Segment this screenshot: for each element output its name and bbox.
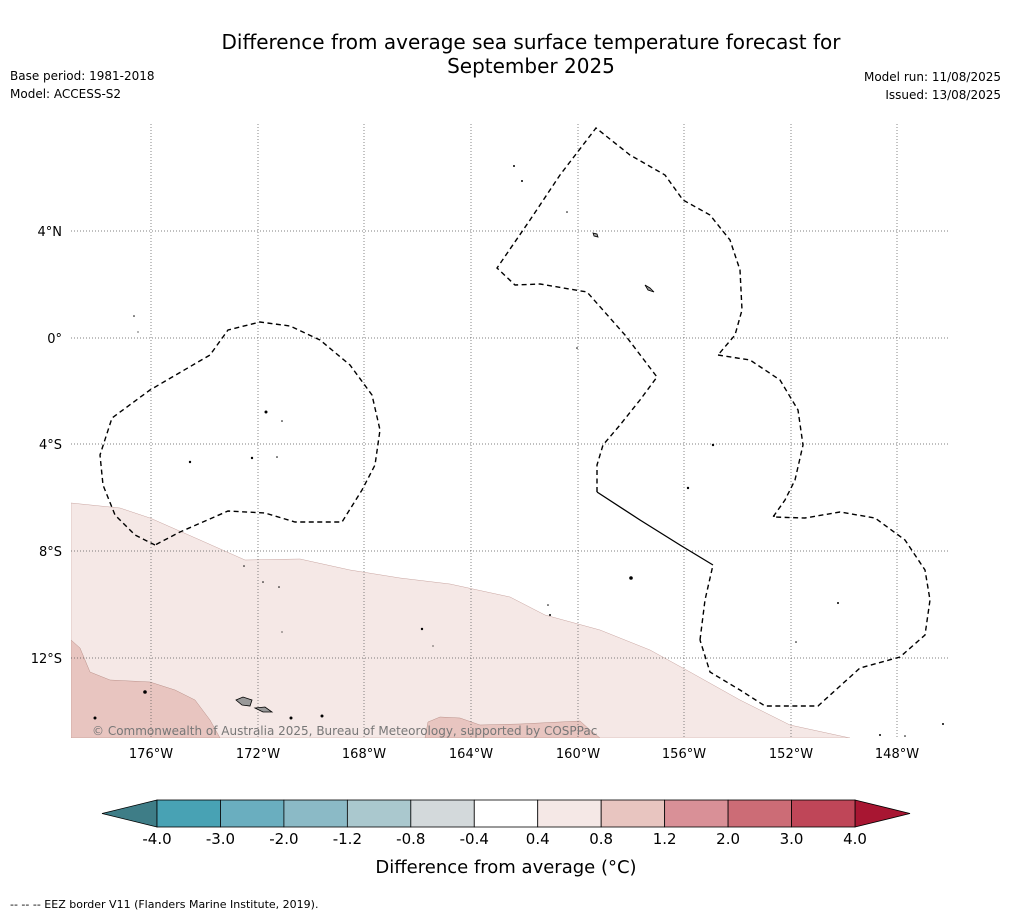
colorbar-over-arrow xyxy=(854,799,911,828)
longitude-labels: 176°W 172°W 168°W 164°W 160°W 156°W 152°… xyxy=(129,747,919,762)
eez-border-south xyxy=(699,564,714,641)
title-line-1: Difference from average sea surface temp… xyxy=(221,30,841,54)
colorbar-tick-label: 1.2 xyxy=(653,830,677,848)
colorbar-segment xyxy=(410,799,475,828)
lon-tick-label: 156°W xyxy=(662,747,706,762)
lon-tick-label: 152°W xyxy=(769,747,813,762)
lon-tick-label: 160°W xyxy=(556,747,600,762)
lat-tick-label: 0° xyxy=(47,332,62,347)
eez-borders xyxy=(99,127,931,707)
colorbar-tick-label: 4.0 xyxy=(843,830,867,848)
colorbar-tick-label: -3.0 xyxy=(206,830,235,848)
latitude-labels: 4°N 0° 4°S 8°S 12°S xyxy=(31,225,62,667)
lon-tick-label: 172°W xyxy=(236,747,280,762)
island xyxy=(235,696,253,707)
island xyxy=(253,706,274,713)
islands xyxy=(235,232,655,713)
colorbar-tick-label: 0.4 xyxy=(526,830,550,848)
colorbar-segment xyxy=(600,799,666,828)
lon-tick-label: 176°W xyxy=(129,747,173,762)
colorbar-legend: -4.0 -3.0 -2.0 -1.2 -0.8 -0.4 0.4 0.8 1.… xyxy=(101,799,911,878)
model-run: Model run: 11/08/2025 xyxy=(863,70,1001,84)
colorbar-segment xyxy=(537,799,602,828)
islets xyxy=(93,165,944,737)
title-line-2: September 2025 xyxy=(447,54,615,78)
colorbar-tick-label: -4.0 xyxy=(142,830,171,848)
issued-date: Issued: 13/08/2025 xyxy=(885,88,1001,102)
island xyxy=(592,232,599,238)
colorbar-segment xyxy=(664,799,729,828)
eez-border-solid-segment xyxy=(596,491,714,566)
island xyxy=(644,284,655,293)
eez-footnote: -- -- -- EEZ border V11 (Flanders Marine… xyxy=(10,898,319,911)
lat-tick-label: 4°N xyxy=(38,225,63,240)
base-period: Base period: 1981-2018 xyxy=(10,69,155,83)
colorbar-tick-label: 3.0 xyxy=(780,830,804,848)
colorbar-tick-label: 0.8 xyxy=(589,830,613,848)
meta-right: Model run: 11/08/2025 Issued: 13/08/2025 xyxy=(864,68,1001,104)
colorbar-tick-label: 2.0 xyxy=(716,830,740,848)
anomaly-region-light xyxy=(71,502,851,738)
colorbar-title: Difference from average (°C) xyxy=(375,857,636,878)
lat-tick-label: 8°S xyxy=(39,545,62,560)
lon-tick-label: 148°W xyxy=(875,747,919,762)
colorbar-segment xyxy=(791,799,856,828)
eez-border-north xyxy=(496,127,743,492)
colorbar-segment xyxy=(473,799,539,828)
map-title: Difference from average sea surface temp… xyxy=(0,30,1011,78)
colorbar-segment xyxy=(156,799,221,828)
colorbar-tick-labels: -4.0 -3.0 -2.0 -1.2 -0.8 -0.4 0.4 0.8 1.… xyxy=(142,830,867,848)
eez-border-east xyxy=(699,354,931,707)
anomaly-region-medium xyxy=(424,716,601,738)
model-name: Model: ACCESS-S2 xyxy=(10,87,122,101)
colorbar-segment xyxy=(220,799,285,828)
colorbar-tick-label: -0.4 xyxy=(460,830,489,848)
colorbar-segment xyxy=(346,799,412,828)
meta-left: Base period: 1981-2018 Model: ACCESS-S2 xyxy=(10,67,155,103)
lat-tick-label: 12°S xyxy=(31,652,62,667)
colorbar-segments xyxy=(156,799,856,828)
colorbar-tick-label: -1.2 xyxy=(333,830,362,848)
lon-tick-label: 168°W xyxy=(342,747,386,762)
colorbar-tick-label: -2.0 xyxy=(269,830,298,848)
map-area: © Commonwealth of Australia 2025, Bureau… xyxy=(71,124,950,738)
lat-tick-label: 4°S xyxy=(39,438,62,453)
copyright-text: © Commonwealth of Australia 2025, Bureau… xyxy=(92,724,597,738)
colorbar-tick-label: -0.8 xyxy=(396,830,425,848)
anomaly-region-medium xyxy=(71,639,221,738)
lon-tick-label: 164°W xyxy=(449,747,493,762)
colorbar-segment xyxy=(727,799,792,828)
eez-border-west xyxy=(99,321,381,546)
colorbar-under-arrow xyxy=(101,799,158,828)
colorbar-segment xyxy=(283,799,348,828)
